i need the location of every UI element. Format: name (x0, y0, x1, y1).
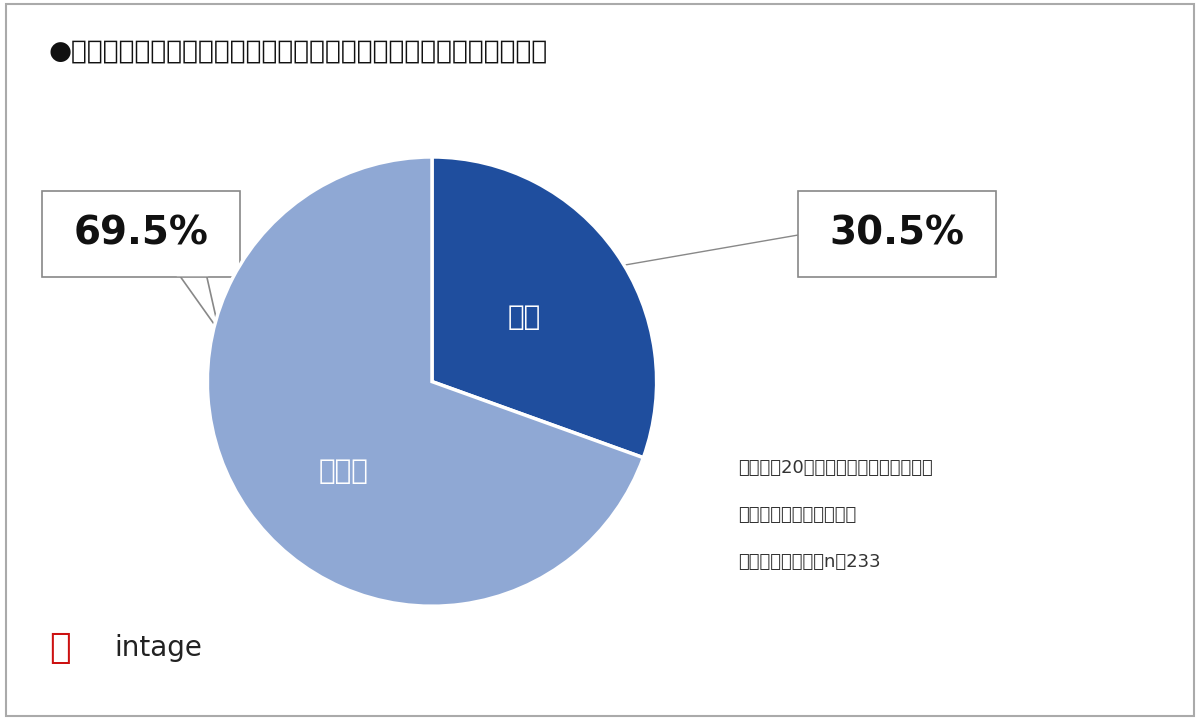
Wedge shape (432, 157, 656, 458)
Text: いいえ: いいえ (319, 456, 368, 485)
FancyBboxPatch shape (42, 191, 240, 277)
Text: intage: intage (114, 634, 202, 662)
FancyBboxPatch shape (798, 191, 996, 277)
Text: はい: はい (508, 303, 540, 331)
Text: サンプルサイズ：n＝233: サンプルサイズ：n＝233 (738, 553, 881, 570)
Text: お年縁をもらう予定の人: お年縁をもらう予定の人 (738, 505, 857, 524)
Text: 30.5%: 30.5% (829, 215, 965, 253)
Wedge shape (208, 157, 643, 606)
Text: ベース：20歳以下かつ今度のお正月に: ベース：20歳以下かつ今度のお正月に (738, 459, 932, 477)
Text: 69.5%: 69.5% (73, 215, 209, 253)
Text: ●今度のお年縁をスマホのキャッシュレス決済でもらいたいですか？: ●今度のお年縁をスマホのキャッシュレス決済でもらいたいですか？ (48, 39, 547, 65)
Text: ⛹: ⛹ (49, 631, 71, 665)
Polygon shape (178, 274, 220, 331)
